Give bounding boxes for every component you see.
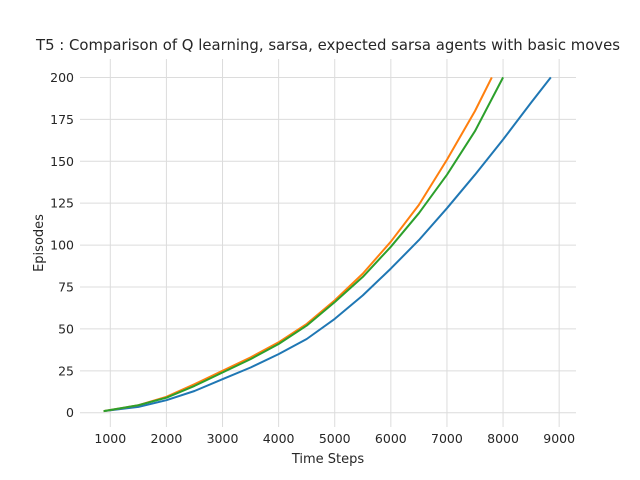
y-tick-label: 0 [66,405,74,420]
y-tick-labels: 0 25 50 75 100 125 150 175 200 [50,70,74,420]
x-axis-label: Time Steps [291,452,365,467]
x-tick-label: 2000 [151,431,183,446]
y-gridlines [80,76,576,414]
x-tick-label: 5000 [319,431,351,446]
y-tick-label: 50 [58,321,74,336]
x-tick-label: 1000 [94,431,126,446]
y-tick-label: 150 [50,154,74,169]
series-line-3 [103,76,504,413]
plot-area [80,59,576,427]
y-tick-label: 75 [58,280,74,295]
y-axis-label: Episodes [32,214,47,272]
series-line-1 [103,76,552,413]
series-lines [103,76,552,413]
series-line-2 [103,76,493,413]
x-tick-label: 8000 [487,431,519,446]
x-tick-labels: 1000 2000 3000 4000 5000 6000 7000 8000 9000 [94,431,575,446]
chart-title: T5 : Comparison of Q learning, sarsa, ex… [35,36,620,54]
x-tick-label: 7000 [431,431,463,446]
y-tick-label: 125 [50,196,74,211]
y-tick-label: 100 [50,238,74,253]
x-tick-label: 4000 [263,431,295,446]
x-tick-label: 9000 [543,431,575,446]
x-tick-label: 3000 [207,431,239,446]
x-tick-label: 6000 [375,431,407,446]
y-tick-label: 25 [58,363,74,378]
y-tick-label: 200 [50,70,74,85]
y-tick-label: 175 [50,112,74,127]
